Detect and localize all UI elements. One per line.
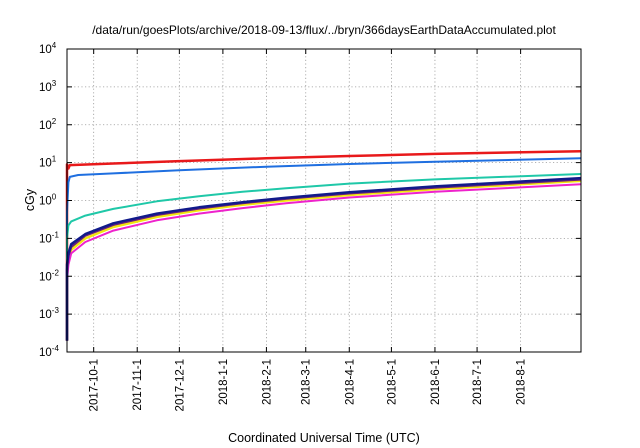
y-tick-label: 10-1 xyxy=(39,230,59,245)
series-line-2 xyxy=(66,157,582,341)
series-line-3 xyxy=(66,173,582,341)
series-line-1 xyxy=(65,149,582,341)
x-tick-label: 2018-8-1 xyxy=(516,359,528,405)
x-tick-label: 2017-11-1 xyxy=(132,359,144,411)
x-axis: 2017-10-1 2017-11-1 2017-12-1 2018-1-1 2018-… xyxy=(89,49,528,411)
x-axis-label: Coordinated Universal Time (UTC) xyxy=(228,431,420,445)
series-line-7 xyxy=(65,176,582,341)
y-tick-label: 10-3 xyxy=(39,306,59,321)
x-tick-label: 2018-2-1 xyxy=(261,359,273,405)
x-tick-label: 2017-10-1 xyxy=(89,359,101,411)
series-line-4 xyxy=(65,179,582,341)
series-group xyxy=(65,149,582,341)
y-tick-label: 103 xyxy=(39,79,57,94)
y-tick-label: 102 xyxy=(39,117,57,132)
y-tick-label: 10-4 xyxy=(39,344,59,359)
x-tick-label: 2018-5-1 xyxy=(386,359,398,405)
series-line-5 xyxy=(66,183,582,341)
y-axis-label: cGy xyxy=(23,188,37,211)
chart-title: /data/run/goesPlots/archive/2018-09-13/f… xyxy=(92,23,556,37)
y-axis: 10-4 10-3 10-2 10-1 100 101 102 103 104 xyxy=(39,41,581,359)
y-tick-label: 100 xyxy=(39,193,57,208)
x-tick-label: 2018-3-1 xyxy=(301,359,313,405)
y-tick-label: 10-2 xyxy=(39,268,59,283)
y-tick-label: 104 xyxy=(39,41,57,56)
x-tick-label: 2018-1-1 xyxy=(218,359,230,405)
x-tick-label: 2018-7-1 xyxy=(472,359,484,405)
x-tick-label: 2017-12-1 xyxy=(174,359,186,411)
x-tick-label: 2018-4-1 xyxy=(344,359,356,405)
x-tick-label: 2018-6-1 xyxy=(430,359,442,405)
y-tick-label: 101 xyxy=(39,155,57,170)
